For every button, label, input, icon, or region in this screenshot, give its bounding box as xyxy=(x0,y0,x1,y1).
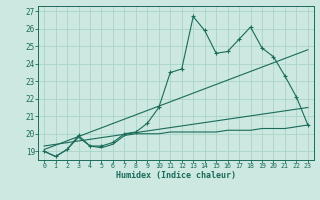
X-axis label: Humidex (Indice chaleur): Humidex (Indice chaleur) xyxy=(116,171,236,180)
